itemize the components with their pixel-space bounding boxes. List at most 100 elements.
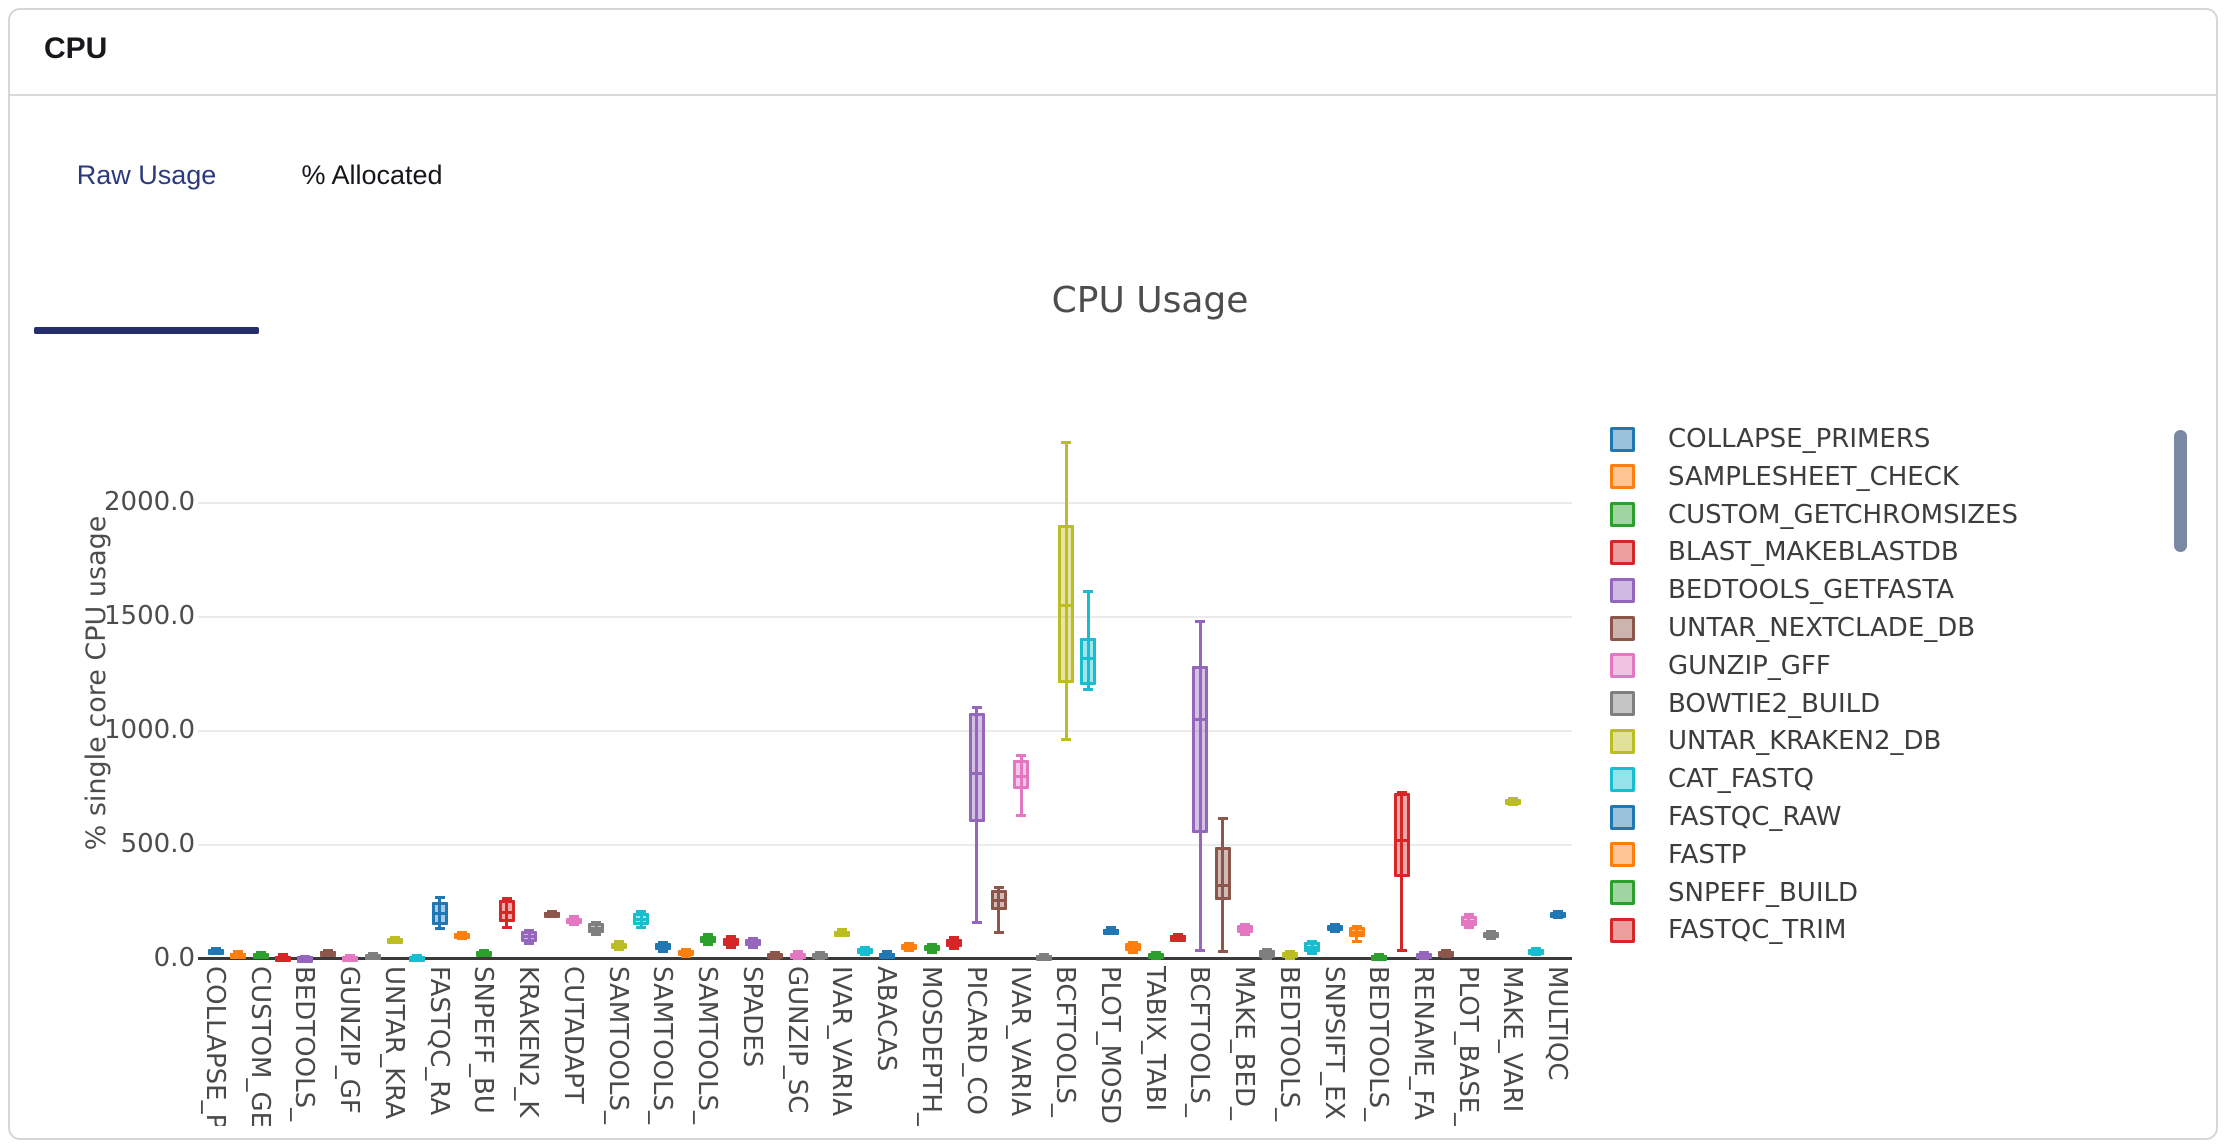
whisker-cap [1553, 909, 1564, 913]
legend-item[interactable]: UNTAR_NEXTCLADE_DB [1610, 611, 1975, 645]
whisker-cap [1240, 932, 1251, 936]
legend-item-label: UNTAR_NEXTCLADE_DB [1668, 613, 1976, 643]
whisker-cap [1105, 926, 1116, 930]
median-line [700, 937, 717, 941]
legend-item[interactable]: UNTAR_KRAKEN2_DB [1610, 724, 1941, 758]
x-axis-label: PLOT_MOSD [1094, 966, 1125, 1125]
whisker-cap [546, 909, 557, 913]
whisker-cap [591, 920, 602, 924]
legend-item[interactable]: CUSTOM_GETCHROMSIZES [1610, 498, 2018, 532]
whisker-cap [591, 933, 602, 937]
whisker-cap [367, 952, 378, 956]
x-axis-label: SPADES [736, 966, 767, 1068]
median-line [252, 953, 269, 957]
median-line [923, 946, 940, 950]
x-axis-label: BEDTOOLS_ [1273, 966, 1304, 1122]
median-line [342, 955, 359, 959]
whisker-cap [1396, 790, 1407, 794]
whisker-cap [1351, 924, 1362, 928]
x-axis-label: TABIX_TABI [1139, 966, 1170, 1112]
whisker-cap [389, 936, 400, 940]
whisker-line [1198, 621, 1202, 951]
legend-swatch [1610, 464, 1635, 490]
legend-swatch [1610, 653, 1635, 679]
tab-bar: Raw Usage % Allocated [10, 128, 2216, 334]
legend-item-label: BEDTOOLS_GETFASTA [1668, 575, 1955, 606]
tab-percent-allocated[interactable]: % Allocated [272, 128, 472, 222]
legend-swatch [1610, 804, 1635, 830]
whisker-cap [1240, 922, 1251, 926]
median-line [230, 953, 247, 957]
y-tick-label: 0.0 [153, 942, 195, 973]
x-axis-label: SNPSIFT_EX [1318, 966, 1349, 1120]
x-axis-label: KRAKEN2_K [513, 966, 544, 1118]
median-line [431, 911, 448, 915]
whisker-cap [792, 950, 803, 954]
gridline [198, 502, 1572, 505]
legend-item-label: SNPEFF_BUILD [1668, 877, 1859, 908]
whisker-cap [255, 951, 266, 955]
whisker-cap [1329, 929, 1340, 933]
y-tick-label: 500.0 [120, 828, 195, 859]
box-iqr [1393, 793, 1410, 877]
median-line [1415, 954, 1432, 958]
legend-scrollbar-thumb[interactable] [2174, 430, 2187, 552]
gridline [198, 843, 1572, 846]
whisker-cap [680, 947, 691, 951]
legend-item[interactable]: SNPEFF_BUILD [1610, 876, 1858, 910]
whisker-cap [501, 896, 512, 900]
median-line [1527, 949, 1544, 953]
median-line [789, 953, 806, 957]
whisker-cap [882, 950, 893, 954]
median-line [1214, 884, 1231, 888]
whisker-cap [636, 910, 647, 914]
legend-swatch [1610, 917, 1635, 943]
x-axis-label: CUTADAPT [557, 966, 588, 1104]
chart-legend: COLLAPSE_PRIMERS SAMPLESHEET_CHECK CUSTOM_… [1610, 422, 2150, 982]
median-line [1013, 774, 1030, 778]
legend-swatch [1610, 426, 1635, 452]
x-axis-label: MOSDEPTH_ [915, 966, 946, 1126]
whisker-cap [1530, 946, 1541, 950]
cpu-card: CPU Raw Usage % Allocated CPU Usage % si… [8, 8, 2218, 1140]
whisker-cap [1486, 936, 1497, 940]
legend-item[interactable]: BOWTIE2_BUILD [1610, 687, 1880, 721]
legend-item[interactable]: BLAST_MAKEBLASTDB [1610, 535, 1959, 569]
x-axis-label: PICARD_CO [960, 966, 991, 1115]
median-line [364, 954, 381, 958]
whisker-cap [501, 925, 512, 929]
median-line [1281, 954, 1298, 958]
x-axis-label: BCFTOOLS_ [1184, 966, 1215, 1117]
whisker-cap [747, 936, 758, 940]
legend-item[interactable]: FASTQC_TRIM [1610, 913, 1846, 947]
median-line [208, 949, 224, 953]
whisker-cap [1217, 816, 1228, 820]
median-line [1169, 935, 1186, 939]
legend-item[interactable]: BEDTOOLS_GETFASTA [1610, 573, 1954, 607]
median-line [1550, 912, 1567, 916]
x-axis-label: SAMTOOLS_ [647, 966, 678, 1125]
whisker-cap [613, 940, 624, 944]
whisker-cap [703, 943, 714, 947]
legend-item-label: FASTQC_TRIM [1668, 915, 1847, 946]
legend-item-label: GUNZIP_GFF [1668, 650, 1831, 681]
whisker-cap [725, 934, 736, 938]
whisker-cap [859, 946, 870, 950]
legend-item[interactable]: FASTP [1610, 838, 1746, 872]
whisker-cap [993, 886, 1004, 890]
active-tab-indicator [34, 327, 259, 334]
legend-item[interactable]: SAMPLESHEET_CHECK [1610, 460, 1959, 494]
legend-item[interactable]: GUNZIP_GFF [1610, 649, 1831, 683]
legend-item[interactable]: FASTQC_RAW [1610, 800, 1841, 834]
median-line [1460, 919, 1477, 923]
whisker-cap [904, 941, 915, 945]
tab-raw-usage[interactable]: Raw Usage [34, 128, 259, 222]
legend-item[interactable]: COLLAPSE_PRIMERS [1610, 422, 1930, 456]
legend-item[interactable]: CAT_FASTQ [1610, 762, 1814, 796]
legend-swatch [1610, 766, 1635, 792]
median-line [1483, 933, 1500, 937]
legend-item-label: CAT_FASTQ [1668, 764, 1815, 795]
whisker-cap [1508, 796, 1519, 800]
x-axis-label: MAKE_VARI [1497, 966, 1528, 1113]
whisker-cap [1150, 951, 1161, 955]
